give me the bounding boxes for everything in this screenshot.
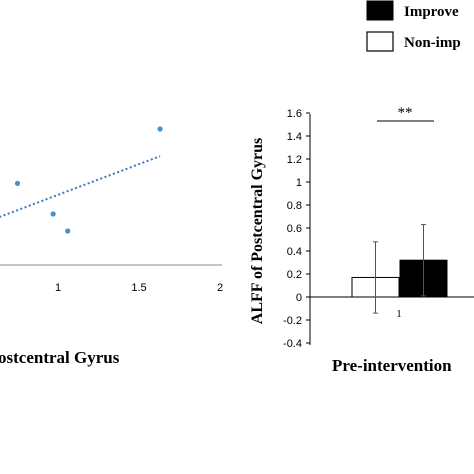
bar-y-tick-label: -0.4 [283, 338, 302, 350]
bar-y-tick-label: 0 [296, 292, 302, 304]
bar-y-tick-label: 1.4 [287, 131, 302, 143]
bar-y-tick-label: 0.4 [287, 246, 302, 258]
trendline [0, 155, 161, 218]
bar-y-tick-label: 1 [296, 177, 302, 189]
legend-swatch-non-improve [366, 31, 394, 52]
bar-x-axis-label: Pre-intervention [332, 356, 452, 375]
significance-marker: ** [398, 105, 413, 121]
scatter-x-axis-label: ostcentral Gyrus [0, 348, 120, 367]
bar-y-tick-label: 0.8 [287, 200, 302, 212]
scatter-x-tick-label: 2 [217, 282, 223, 294]
bar-chart: ALFF of Postcentral Gyrus 1.6 1.4 1.2 1 0.8 0… [249, 105, 474, 375]
legend-label-non-improve: Non-imp [404, 35, 461, 51]
bar-category-label: 1 [396, 308, 402, 320]
scatter-point [50, 211, 56, 217]
scatter-x-tick-label: 1 [55, 282, 61, 294]
bar-y-tick-label: 1.2 [287, 154, 302, 166]
bar-y-tick-label: 1.6 [287, 108, 302, 120]
legend-label-improve: Improve [404, 4, 459, 20]
scatter-chart: 1 1.5 2 ostcentral Gyrus [0, 126, 223, 367]
scatter-point [65, 228, 71, 234]
scatter-point [14, 180, 21, 186]
scatter-x-tick-label: 1.5 [131, 282, 146, 294]
legend: Improve Non-imp [366, 0, 461, 52]
bar-y-tick-label: 0.6 [287, 223, 302, 235]
scatter-point [157, 126, 163, 132]
bar-y-tick-label: -0.2 [283, 315, 302, 327]
legend-swatch-improve [366, 0, 394, 21]
bar-y-axis-label: ALFF of Postcentral Gyrus [249, 138, 266, 324]
bar-y-tick-label: 0.2 [287, 269, 302, 281]
